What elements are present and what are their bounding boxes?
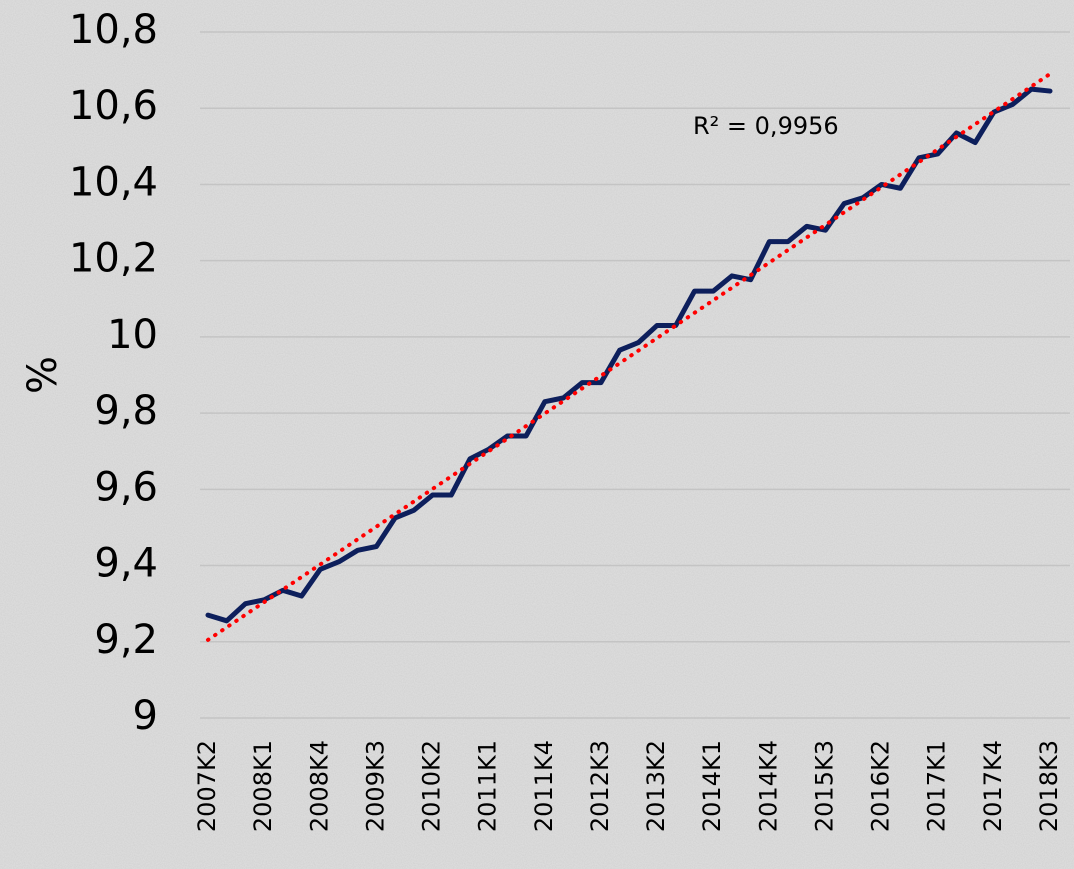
x-tick-label: 2010K2 (418, 740, 446, 832)
y-tick-label: 10,8 (69, 7, 158, 53)
y-tick-label: 9 (133, 693, 158, 739)
y-tick-label: 10 (107, 312, 158, 358)
x-tick-label: 2014K1 (698, 740, 726, 832)
x-tick-label: 2008K4 (305, 740, 333, 832)
y-tick-label: 9,4 (94, 541, 158, 587)
x-tick-label: 2009K3 (361, 740, 389, 832)
y-tick-label: 10,2 (69, 236, 158, 282)
x-tick-label: 2016K2 (867, 740, 895, 832)
x-tick-label: 2008K1 (249, 740, 277, 832)
x-tick-label: 2013K2 (642, 740, 670, 832)
x-tick-label: 2011K1 (474, 740, 502, 832)
y-tick-label: 10,6 (69, 83, 158, 129)
x-tick-label: 2017K4 (979, 740, 1007, 832)
x-tick-label: 2014K4 (754, 740, 782, 832)
y-tick-label: 9,2 (94, 617, 158, 663)
trend-line (206, 71, 1052, 642)
y-axis-label: % (20, 356, 66, 394)
data-line (205, 86, 1053, 624)
x-tick-label: 2012K3 (586, 740, 614, 832)
y-tick-label: 9,8 (94, 388, 158, 434)
x-tick-label: 2015K3 (810, 740, 838, 832)
x-tick-label: 2011K4 (530, 740, 558, 832)
annotation: R² = 0,9956 (693, 112, 839, 140)
x-tick-label: 2007K2 (193, 740, 221, 832)
x-tick-label: 2018K3 (1035, 740, 1063, 832)
y-tick-label: 9,6 (94, 464, 158, 510)
y-tick-label: 10,4 (69, 159, 158, 205)
x-tick-label: 2017K1 (923, 740, 951, 832)
